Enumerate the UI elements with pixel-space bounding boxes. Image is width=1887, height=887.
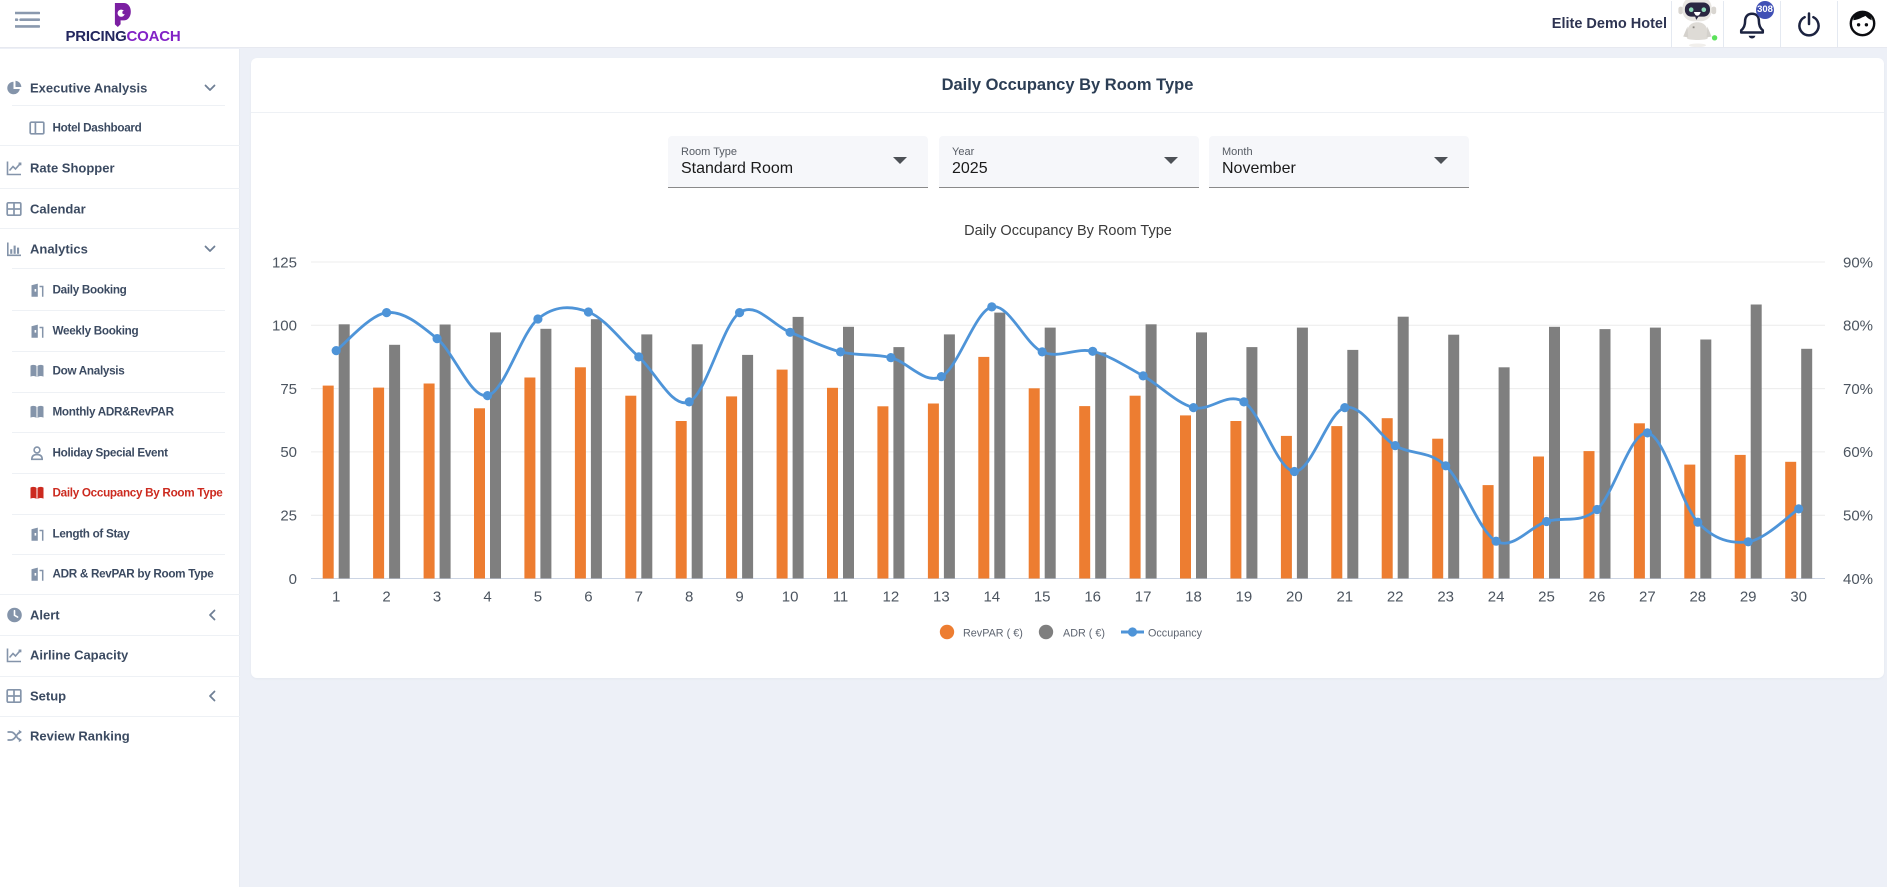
- svg-text:12: 12: [883, 589, 900, 606]
- svg-text:5: 5: [534, 589, 542, 606]
- svg-text:1: 1: [332, 589, 340, 606]
- svg-text:16: 16: [1084, 589, 1101, 606]
- svg-text:18: 18: [1185, 589, 1202, 606]
- svg-text:7: 7: [635, 589, 643, 606]
- svg-text:24: 24: [1488, 589, 1505, 606]
- svg-text:6: 6: [584, 589, 592, 606]
- svg-text:9: 9: [735, 589, 743, 606]
- svg-text:125: 125: [272, 254, 297, 271]
- svg-text:15: 15: [1034, 589, 1051, 606]
- svg-text:100: 100: [272, 318, 297, 335]
- svg-text:20: 20: [1286, 589, 1303, 606]
- svg-text:17: 17: [1135, 589, 1152, 606]
- svg-text:80%: 80%: [1843, 318, 1873, 335]
- svg-text:10: 10: [782, 589, 799, 606]
- svg-text:29: 29: [1740, 589, 1757, 606]
- svg-text:3: 3: [433, 589, 441, 606]
- svg-text:75: 75: [280, 381, 297, 398]
- svg-text:Occupancy: Occupancy: [1148, 628, 1203, 640]
- svg-text:4: 4: [483, 589, 491, 606]
- svg-text:21: 21: [1336, 589, 1353, 606]
- svg-text:40%: 40%: [1843, 571, 1873, 588]
- svg-text:13: 13: [933, 589, 950, 606]
- svg-text:90%: 90%: [1843, 254, 1873, 271]
- svg-text:ADR ( €): ADR ( €): [1063, 628, 1105, 640]
- svg-text:28: 28: [1689, 589, 1706, 606]
- svg-text:14: 14: [983, 589, 1000, 606]
- svg-text:26: 26: [1589, 589, 1606, 606]
- svg-text:19: 19: [1236, 589, 1253, 606]
- svg-text:70%: 70%: [1843, 381, 1873, 398]
- svg-text:23: 23: [1437, 589, 1454, 606]
- svg-text:50%: 50%: [1843, 508, 1873, 525]
- svg-text:8: 8: [685, 589, 693, 606]
- svg-text:11: 11: [833, 589, 849, 606]
- svg-text:25: 25: [1538, 589, 1555, 606]
- svg-text:RevPAR ( €): RevPAR ( €): [963, 628, 1023, 640]
- svg-text:22: 22: [1387, 589, 1404, 606]
- svg-text:30: 30: [1790, 589, 1807, 606]
- svg-text:25: 25: [280, 508, 297, 525]
- svg-text:0: 0: [289, 571, 297, 588]
- svg-text:27: 27: [1639, 589, 1656, 606]
- svg-text:Daily Occupancy By Room Type: Daily Occupancy By Room Type: [964, 223, 1172, 239]
- svg-text:2: 2: [382, 589, 390, 606]
- svg-text:60%: 60%: [1843, 444, 1873, 461]
- svg-text:50: 50: [280, 444, 297, 461]
